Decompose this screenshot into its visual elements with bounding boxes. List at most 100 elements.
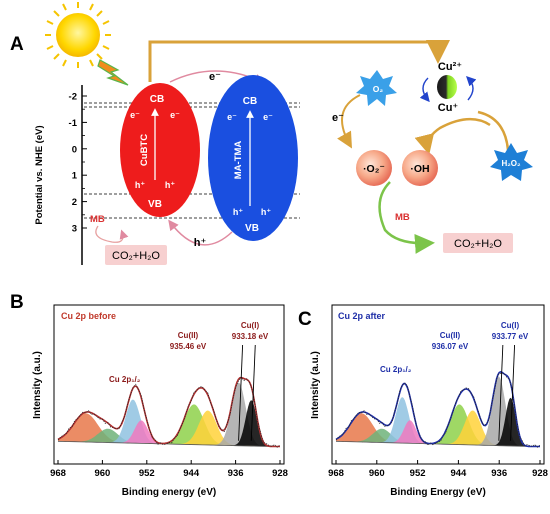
- xps-before-x-label: Binding energy (eV): [122, 487, 216, 498]
- matma-vb-label: VB: [245, 223, 259, 234]
- xps-before-cu1-label: Cu(I): [241, 321, 260, 330]
- xps-raw-data-line: [57, 376, 281, 448]
- cubtc-name: CuBTC: [139, 134, 150, 166]
- x-tick-label: 960: [369, 468, 385, 479]
- xps-after-frame: [331, 304, 545, 465]
- xps-before-cu2-label: Cu(II): [178, 331, 199, 340]
- matma-cb-label: CB: [243, 96, 257, 107]
- x-tick-label: 936: [228, 468, 244, 479]
- xps-before-2p12-label: Cu 2p₁/₂: [109, 375, 141, 384]
- electron-transfer-label: e⁻: [209, 71, 221, 83]
- xps-before-cu1-value: 933.18 eV: [232, 332, 269, 341]
- peak-marker-line: [498, 344, 504, 441]
- xps-background-line: [335, 440, 540, 447]
- matma-electron-1: e⁻: [227, 112, 237, 122]
- h2o2-to-cu-arrow: [477, 110, 510, 151]
- h2o2-label: H₂O₂: [501, 159, 521, 168]
- x-tick-label: 960: [94, 468, 110, 479]
- xps-before-y-label: Intensity (a.u.): [32, 351, 43, 419]
- xps-after-cu2-value: 936.07 eV: [432, 342, 469, 351]
- mb-right-label: MB: [395, 212, 410, 223]
- x-tick-label: 952: [139, 468, 155, 479]
- panel-a: A -2 -1 0 1 2 3 Potential vs. NHE (eV): [10, 2, 533, 265]
- cubtc-electron-1: e⁻: [130, 110, 140, 120]
- panel-letter-a: A: [10, 34, 24, 55]
- product-left-box: [105, 245, 167, 265]
- y-tick-label: -2: [69, 92, 77, 103]
- x-tick-label: 936: [491, 468, 507, 479]
- xps-after-cu2-label: Cu(II): [440, 331, 461, 340]
- cubtc-band: CB e⁻ e⁻ CuBTC h⁺ h⁺ VB: [120, 83, 200, 217]
- xps-component-peak: [58, 382, 280, 447]
- cubtc-hole-2: h⁺: [165, 180, 175, 190]
- cu-reduction-arrow: [419, 77, 430, 103]
- peak-marker-line: [510, 344, 516, 441]
- product-left-label: CO₂+H₂O: [112, 250, 160, 262]
- sun-icon: [45, 2, 111, 68]
- peak-marker-line: [238, 344, 244, 441]
- xps-after-plot: [335, 344, 541, 448]
- xps-component-peak: [336, 397, 540, 447]
- xps-after-2p12-label: Cu 2p₁/₂: [380, 365, 412, 374]
- hole-transfer-arrow: [168, 219, 233, 246]
- y-tick-label: 0: [72, 144, 77, 155]
- x-tick-label: 968: [50, 468, 66, 479]
- xps-before-cu2-value: 935.46 eV: [170, 342, 207, 351]
- xps-component-peak: [336, 376, 540, 447]
- y-axis-ticks: -2 -1 0 1 2 3: [69, 92, 87, 235]
- electron-right-label: e⁻: [332, 112, 344, 124]
- xps-after-x-label: Binding Energy (eV): [390, 487, 486, 498]
- x-tick-label: 928: [532, 468, 548, 479]
- matma-name: MA-TMA: [233, 141, 244, 180]
- xps-raw-data-line: [335, 372, 541, 448]
- matma-hole-1: h⁺: [233, 207, 243, 217]
- o2-star-icon: O₂: [356, 70, 397, 106]
- superoxide-label: ·O₂⁻: [363, 163, 385, 175]
- xps-before-frame: [53, 304, 285, 465]
- y-tick-label: 3: [72, 224, 77, 235]
- cu2-label: Cu²⁺: [438, 61, 462, 73]
- y-tick-label: -1: [69, 118, 78, 129]
- cu-sphere-icon: [437, 75, 457, 99]
- superoxide-radical-icon: [356, 150, 392, 186]
- x-tick-label: 944: [183, 468, 200, 479]
- mb-left-label: MB: [90, 214, 105, 225]
- cu-to-oh-arrow: [414, 118, 491, 155]
- xps-before-title: Cu 2p before: [61, 311, 116, 321]
- x-tick-label: 968: [328, 468, 344, 479]
- mb-left-arrow: [95, 225, 129, 243]
- x-tick-label: 952: [410, 468, 426, 479]
- xps-after-cu1-label: Cu(I): [501, 321, 520, 330]
- xps-before-plot: [57, 344, 281, 448]
- y-tick-label: 2: [72, 197, 77, 208]
- xps-after-x-ticks: 968 960 952 944 936 928: [328, 460, 548, 479]
- hydroxyl-radical-icon: [402, 150, 438, 186]
- matma-band: CB e⁻ e⁻ MA-TMA h⁺ h⁺ VB: [208, 75, 298, 241]
- xps-after-title: Cu 2p after: [338, 311, 386, 321]
- h2o2-star-icon: H₂O₂: [490, 143, 533, 181]
- product-right-box: [443, 233, 513, 253]
- matma-hole-2: h⁺: [261, 207, 271, 217]
- xps-background-line: [57, 440, 280, 447]
- cu1-label: Cu⁺: [438, 102, 459, 114]
- hydroxyl-label: ·OH: [410, 163, 429, 175]
- o2-label: O₂: [373, 84, 384, 94]
- xps-after-y-label: Intensity (a.u.): [310, 351, 321, 419]
- y-tick-label: 1: [72, 171, 78, 182]
- o2-reduction-arrow: [337, 94, 361, 149]
- y-axis-label: Potential vs. NHE (eV): [34, 125, 45, 224]
- cubtc-electron-2: e⁻: [170, 110, 180, 120]
- gold-transfer-arrow: [148, 40, 450, 82]
- xps-before-x-ticks: 968 960 952 944 936 928: [50, 460, 288, 479]
- light-bolt-icon: [97, 59, 129, 86]
- hole-transfer-label: h⁺: [194, 237, 207, 249]
- panel-letter-b: B: [10, 292, 24, 313]
- cubtc-cb-label: CB: [150, 94, 164, 105]
- matma-electron-2: e⁻: [263, 112, 273, 122]
- mb-degradation-arrow: [378, 181, 435, 254]
- xps-after-cu1-value: 933.77 eV: [492, 332, 529, 341]
- xps-envelope-line: [335, 371, 540, 448]
- cu-oxidation-arrow: [466, 76, 477, 101]
- x-tick-label: 944: [450, 468, 467, 479]
